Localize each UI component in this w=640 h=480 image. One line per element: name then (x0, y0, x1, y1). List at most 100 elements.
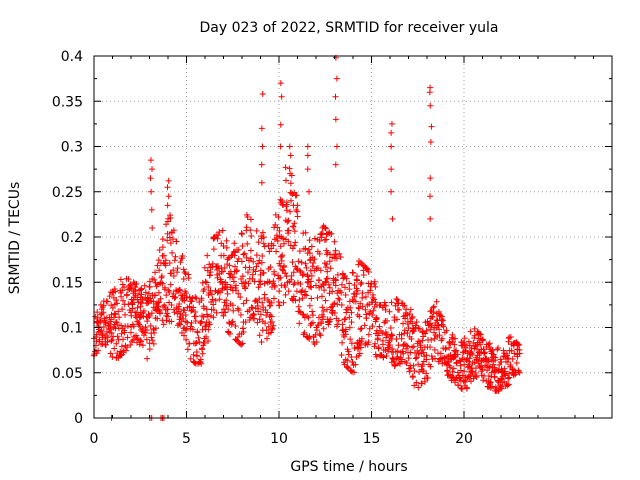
data-point (420, 349, 427, 356)
data-point (233, 337, 240, 344)
data-point (161, 286, 168, 293)
data-point (231, 240, 238, 247)
data-point (292, 239, 299, 246)
data-point (335, 295, 342, 302)
data-point (174, 269, 181, 276)
data-point (269, 326, 276, 333)
data-point (460, 339, 467, 346)
data-point (282, 291, 289, 298)
chart-title: Day 023 of 2022, SRMTID for receiver yul… (199, 20, 498, 36)
data-point (370, 307, 377, 314)
data-point (322, 279, 329, 286)
data-point (411, 367, 418, 374)
data-point (389, 345, 396, 352)
data-point (259, 299, 266, 306)
data-point (341, 284, 348, 291)
data-point (332, 251, 339, 258)
data-point (242, 279, 249, 286)
data-point (168, 270, 175, 277)
data-point (505, 375, 512, 382)
data-point (275, 213, 282, 220)
data-point (344, 357, 351, 364)
data-point (247, 247, 254, 254)
data-point (99, 340, 106, 347)
data-point (147, 322, 154, 329)
data-point (427, 215, 434, 222)
data-point (171, 257, 178, 264)
data-point (334, 321, 341, 328)
data-point (241, 250, 248, 257)
data-point (354, 345, 361, 352)
data-point (165, 215, 172, 222)
data-point (129, 337, 136, 344)
data-point (423, 370, 430, 377)
data-point (223, 237, 230, 244)
data-point (251, 315, 258, 322)
x-axis-label: GPS time / hours (290, 459, 407, 475)
data-point (466, 355, 473, 362)
data-point (122, 311, 129, 318)
data-point (225, 329, 232, 336)
data-point (306, 237, 313, 244)
data-point (306, 302, 313, 309)
data-point (348, 367, 355, 374)
y-tick-label: 0.1 (61, 321, 83, 337)
data-point (134, 304, 141, 311)
data-point (295, 303, 302, 310)
data-point (235, 246, 242, 253)
data-point (171, 309, 178, 316)
data-point (144, 355, 151, 362)
data-point (299, 311, 306, 318)
data-point (168, 301, 175, 308)
data-point (258, 339, 265, 346)
data-point (203, 279, 210, 286)
data-point (312, 282, 319, 289)
data-point (259, 253, 266, 260)
data-point (168, 318, 175, 325)
data-point (401, 302, 408, 309)
data-point (152, 292, 159, 299)
data-point (244, 214, 251, 221)
data-point (286, 143, 293, 150)
data-point (255, 260, 262, 267)
data-point (423, 356, 430, 363)
data-point (332, 277, 339, 284)
data-point (409, 374, 416, 381)
data-point (351, 369, 358, 376)
data-point (511, 350, 518, 357)
data-point (169, 236, 176, 243)
data-point (131, 288, 138, 295)
data-point (365, 339, 372, 346)
data-point (223, 244, 230, 251)
data-point (428, 123, 435, 130)
data-point (199, 312, 206, 319)
data-point (487, 384, 494, 391)
data-point (300, 312, 307, 319)
data-point (356, 305, 363, 312)
data-point (456, 357, 463, 364)
data-point (480, 346, 487, 353)
data-point (479, 337, 486, 344)
data-point (179, 255, 186, 262)
data-point (220, 312, 227, 319)
data-point (210, 306, 217, 313)
data-point (213, 309, 220, 316)
data-point (278, 253, 285, 260)
data-point (379, 341, 386, 348)
data-point (487, 379, 494, 386)
data-point (461, 368, 468, 375)
data-point (171, 295, 178, 302)
data-point (409, 320, 416, 327)
data-point (332, 93, 339, 100)
data-point (215, 288, 222, 295)
data-point (309, 308, 316, 315)
data-point (192, 340, 199, 347)
data-point (322, 264, 329, 271)
data-point (413, 379, 420, 386)
data-point (307, 283, 314, 290)
data-point (441, 354, 448, 361)
data-point (196, 339, 203, 346)
data-point (152, 269, 159, 276)
data-point (183, 336, 190, 343)
data-point (302, 288, 309, 295)
